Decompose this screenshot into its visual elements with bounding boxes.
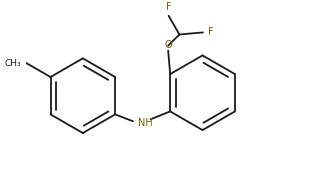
Text: CH₃: CH₃ <box>4 59 21 68</box>
Text: F: F <box>166 2 171 12</box>
Text: O: O <box>164 40 172 50</box>
Text: NH: NH <box>138 118 153 128</box>
Text: F: F <box>208 28 213 37</box>
